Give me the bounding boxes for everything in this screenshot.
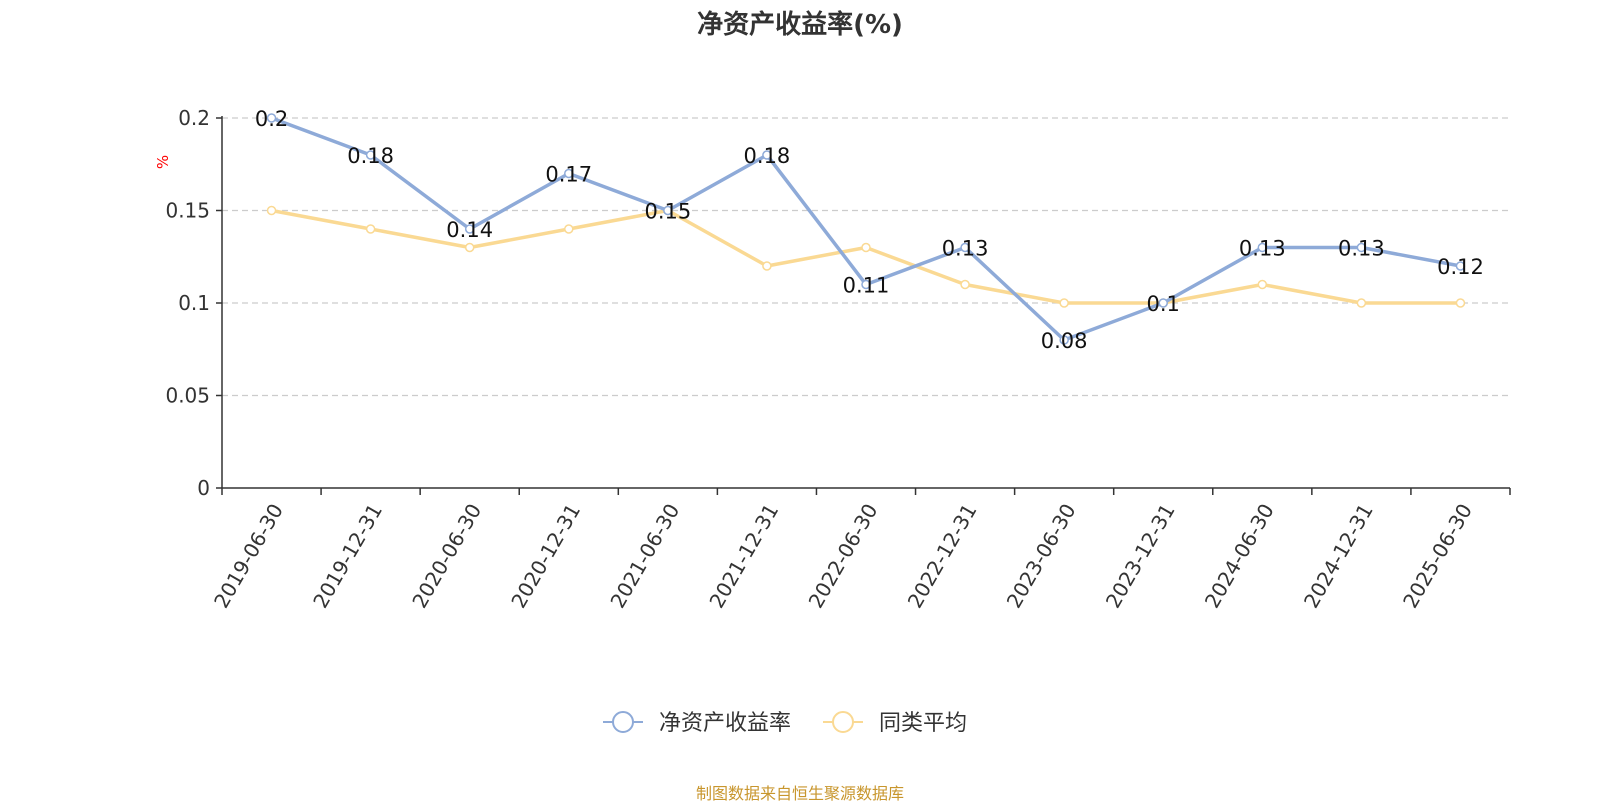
series-layer — [266, 113, 1466, 345]
legend-marker — [832, 711, 854, 733]
series-point — [1059, 335, 1069, 345]
x-tick-label: 2022-12-31 — [903, 500, 982, 613]
series-point — [365, 224, 376, 234]
series-point — [266, 205, 277, 216]
series-point — [1257, 279, 1268, 290]
y-tick-label: 0.05 — [165, 384, 210, 408]
data-label-layer: 0.2 0.18 0.14 0.17 0.15 0.18 0.11 0.13 0.08 0.1 0.… — [255, 107, 1484, 353]
legend: 净资产收益率 同类平均 — [603, 711, 967, 736]
series-point — [762, 261, 772, 271]
series-point — [464, 242, 475, 253]
series-point — [266, 113, 277, 123]
x-tick-label: 2021-06-30 — [605, 500, 684, 613]
x-tick-label: 2024-12-31 — [1299, 500, 1378, 613]
legend-marker — [612, 711, 634, 733]
x-tick-label: 2019-06-30 — [209, 500, 288, 613]
series-point — [861, 279, 871, 290]
series-point — [365, 150, 376, 160]
x-tick-label: 2025-06-30 — [1398, 500, 1477, 613]
legend-label: 同类平均 — [879, 711, 967, 736]
x-tick-label: 2020-12-31 — [506, 500, 585, 613]
series-point — [1356, 298, 1367, 308]
data-label: 0.08 — [1041, 329, 1088, 353]
grid-layer — [222, 117, 1510, 397]
x-tick-label: 2023-12-31 — [1101, 500, 1180, 613]
x-tick-label: 2024-06-30 — [1200, 500, 1279, 613]
series-point — [1356, 242, 1367, 253]
series-point — [663, 205, 673, 216]
x-tick-label: 2021-12-31 — [704, 500, 783, 613]
data-label: 0.17 — [545, 163, 592, 187]
axis-layer: 0 0.05 0.1 0.15 0.2% 2019-06-30 2019-12-31 2020… — [154, 106, 1511, 613]
series-point — [1455, 298, 1466, 308]
series-point — [1455, 261, 1466, 271]
series-point — [564, 224, 574, 234]
data-label: 0.2 — [255, 107, 288, 131]
data-label: 0.14 — [446, 218, 493, 242]
legend-label: 净资产收益率 — [659, 711, 791, 736]
x-tick-label: 2023-06-30 — [1002, 500, 1081, 613]
legend-item-roe: 净资产收益率 — [603, 711, 791, 736]
data-label: 0.13 — [1338, 237, 1385, 261]
y-tick-label: 0.2 — [178, 106, 210, 130]
x-tick-label: 2020-06-30 — [407, 500, 486, 613]
x-tick-label: 2019-12-31 — [308, 500, 387, 613]
y-tick-label: 0.15 — [165, 199, 210, 223]
series-point — [464, 224, 475, 234]
data-label: 0.15 — [644, 200, 691, 224]
data-label: 0.11 — [843, 274, 890, 298]
chart-title: 净资产收益率(%) — [697, 10, 903, 40]
series-point — [1059, 298, 1069, 308]
y-axis-unit-label: % — [154, 155, 172, 169]
data-source-note: 制图数据来自恒生聚源数据库 — [695, 784, 904, 803]
data-label: 0.13 — [942, 237, 989, 261]
y-tick-label: 0 — [197, 476, 210, 500]
series-point — [762, 150, 772, 160]
data-label: 0.18 — [744, 144, 791, 168]
series-point — [861, 242, 871, 253]
series-point — [1158, 298, 1168, 308]
data-label: 0.13 — [1239, 237, 1286, 261]
data-label: 0.12 — [1437, 255, 1484, 279]
x-tick-label: 2022-06-30 — [804, 500, 883, 613]
legend-item-peer-average: 同类平均 — [823, 711, 967, 736]
series-point — [960, 242, 970, 253]
series-point — [960, 279, 970, 290]
data-label: 0.18 — [347, 144, 394, 168]
data-label: 0.1 — [1147, 292, 1180, 316]
series-point — [1257, 242, 1268, 253]
y-tick-label: 0.1 — [178, 291, 210, 315]
series-point — [564, 168, 574, 179]
